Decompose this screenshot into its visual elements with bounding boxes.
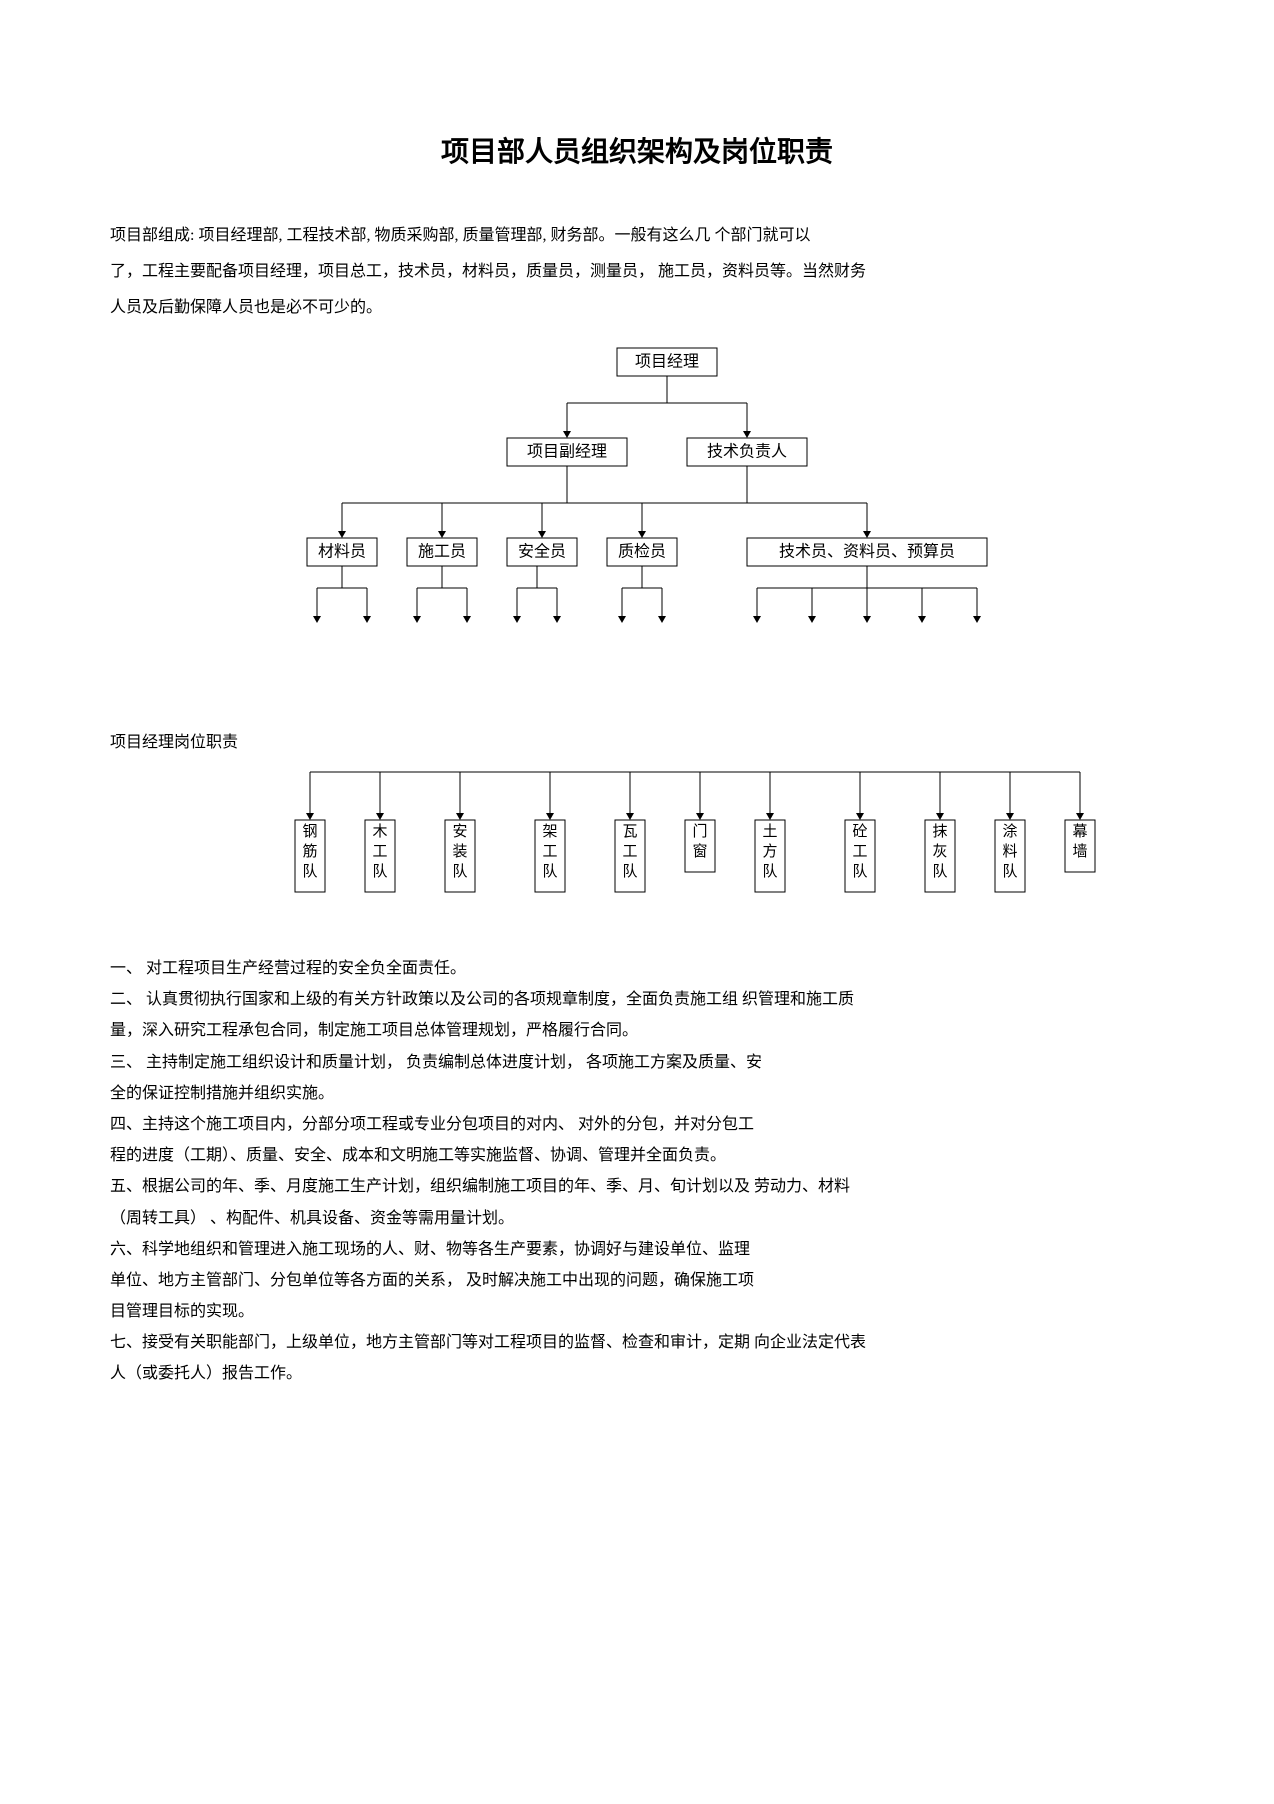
svg-text:砼: 砼 bbox=[852, 823, 867, 840]
svg-text:队: 队 bbox=[622, 863, 637, 880]
svg-text:窗: 窗 bbox=[692, 842, 707, 860]
svg-text:安: 安 bbox=[452, 823, 467, 840]
svg-text:工: 工 bbox=[852, 844, 867, 860]
svg-text:筋: 筋 bbox=[302, 843, 317, 860]
svg-text:队: 队 bbox=[852, 863, 867, 880]
duty-line-9: 六、科学地组织和管理进入施工现场的人、财、物等各生产要素，协调好与建设单位、监理 bbox=[110, 1234, 1164, 1265]
svg-text:工: 工 bbox=[622, 844, 637, 860]
svg-text:装: 装 bbox=[452, 843, 467, 860]
intro-line-2: 人员及后勤保障人员也是必不可少的。 bbox=[110, 292, 1164, 324]
teams-chart: 钢筋队木工队安装队架工队瓦工队门窗土方队砼工队抹灰队涂料队幕墙 bbox=[110, 760, 1170, 935]
svg-text:质检员: 质检员 bbox=[618, 543, 666, 561]
svg-text:灰: 灰 bbox=[932, 843, 947, 860]
svg-text:队: 队 bbox=[542, 863, 557, 880]
page-title: 项目部人员组织架构及岗位职责 bbox=[110, 130, 1164, 170]
svg-text:钢: 钢 bbox=[302, 823, 317, 840]
duty-line-3: 三、 主持制定施工组织设计和质量计划， 负责编制总体进度计划， 各项施工方案及质… bbox=[110, 1047, 1164, 1078]
intro-line-1: 了，工程主要配备项目经理，项目总工，技术员，材料员，质量员，测量员， 施工员，资… bbox=[110, 256, 1164, 288]
svg-text:土: 土 bbox=[762, 823, 777, 840]
svg-text:幕: 幕 bbox=[1072, 823, 1087, 840]
svg-text:队: 队 bbox=[302, 863, 317, 880]
duty-line-8: （周转工具） 、构配件、机具设备、资金等需用量计划。 bbox=[110, 1203, 1164, 1234]
svg-text:方: 方 bbox=[762, 843, 777, 860]
intro-line-0: 项目部组成: 项目经理部, 工程技术部, 物质采购部, 质量管理部, 财务部。一… bbox=[110, 220, 1164, 252]
svg-text:墙: 墙 bbox=[1072, 843, 1087, 860]
org-chart: 项目经理项目副经理 技术负责人材料员 施工员 安全员 质检员 技术员、资料员、预算员 bbox=[187, 328, 1087, 638]
svg-text:项目经理: 项目经理 bbox=[635, 353, 699, 371]
svg-text:材料员: 材料员 bbox=[318, 543, 366, 561]
svg-text:门: 门 bbox=[692, 823, 707, 840]
svg-text:队: 队 bbox=[932, 863, 947, 880]
duty-line-13: 人（或委托人）报告工作。 bbox=[110, 1358, 1164, 1389]
svg-text:施工员: 施工员 bbox=[418, 543, 466, 561]
duty-line-6: 程的进度（工期）、质量、安全、成本和文明施工等实施监督、协调、管理并全面负责。 bbox=[110, 1140, 1164, 1171]
duty-line-4: 全的保证控制措施并组织实施。 bbox=[110, 1078, 1164, 1109]
svg-text:瓦: 瓦 bbox=[622, 824, 637, 840]
duty-line-2: 量，深入研究工程承包合同，制定施工项目总体管理规划，严格履行合同。 bbox=[110, 1015, 1164, 1046]
duty-line-0: 一、 对工程项目生产经营过程的安全负全面责任。 bbox=[110, 953, 1164, 984]
duty-line-12: 七、接受有关职能部门，上级单位，地方主管部门等对工程项目的监督、检查和审计，定期… bbox=[110, 1327, 1164, 1358]
duty-line-1: 二、 认真贯彻执行国家和上级的有关方针政策以及公司的各项规章制度，全面负责施工组… bbox=[110, 984, 1164, 1015]
svg-text:工: 工 bbox=[372, 844, 387, 860]
svg-text:队: 队 bbox=[1002, 863, 1017, 880]
section-header: 项目经理岗位职责 bbox=[110, 728, 1164, 752]
svg-text:抹: 抹 bbox=[932, 823, 947, 840]
duty-line-11: 目管理目标的实现。 bbox=[110, 1296, 1164, 1327]
svg-text:技术负责人: 技术负责人 bbox=[707, 443, 787, 461]
svg-text:队: 队 bbox=[372, 863, 387, 880]
svg-text:木: 木 bbox=[372, 823, 387, 840]
svg-text:安全员: 安全员 bbox=[518, 543, 566, 561]
svg-text:技术员、资料员、预算员: 技术员、资料员、预算员 bbox=[779, 542, 955, 561]
svg-text:涂: 涂 bbox=[1002, 823, 1017, 840]
duty-line-7: 五、根据公司的年、季、月度施工生产计划，组织编制施工项目的年、季、月、旬计划以及… bbox=[110, 1171, 1164, 1202]
duty-line-10: 单位、地方主管部门、分包单位等各方面的关系， 及时解决施工中出现的问题，确保施工… bbox=[110, 1265, 1164, 1296]
svg-text:项目副经理: 项目副经理 bbox=[527, 443, 607, 461]
duty-line-5: 四、主持这个施工项目内，分部分项工程或专业分包项目的对内、 对外的分包，并对分包… bbox=[110, 1109, 1164, 1140]
svg-text:架: 架 bbox=[542, 823, 557, 840]
svg-text:工: 工 bbox=[542, 844, 557, 860]
svg-text:队: 队 bbox=[452, 863, 467, 880]
svg-text:料: 料 bbox=[1002, 843, 1017, 860]
svg-text:队: 队 bbox=[762, 863, 777, 880]
